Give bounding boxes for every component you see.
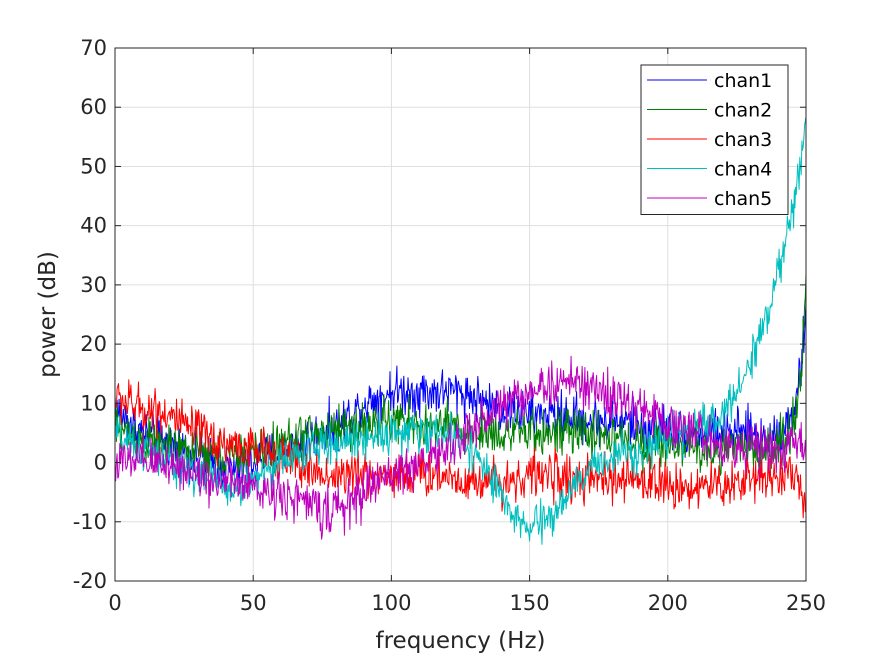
x-tick-label: 250 bbox=[786, 591, 826, 615]
y-tick-label: 10 bbox=[80, 391, 107, 415]
y-tick-label: 20 bbox=[80, 332, 107, 356]
y-tick-label: 50 bbox=[80, 154, 107, 178]
legend-label-chan5: chan5 bbox=[714, 188, 772, 210]
legend-label-chan2: chan2 bbox=[714, 100, 772, 122]
x-tick-label: 50 bbox=[240, 591, 267, 615]
series-line-chan5 bbox=[114, 355, 807, 540]
y-tick-label: -10 bbox=[73, 510, 107, 534]
x-axis-label: frequency (Hz) bbox=[376, 628, 546, 654]
y-axis-label: power (dB) bbox=[35, 251, 61, 378]
y-axis: -20 -10 0 10 20 30 40 50 60 70 bbox=[73, 36, 806, 593]
y-tick-label: 60 bbox=[80, 95, 107, 119]
legend: chan1 chan2 chan3 chan4 chan5 bbox=[640, 64, 789, 215]
x-tick-label: 200 bbox=[648, 591, 688, 615]
y-tick-label: -20 bbox=[73, 569, 107, 593]
x-tick-label: 100 bbox=[371, 591, 411, 615]
legend-label-chan3: chan3 bbox=[714, 129, 772, 151]
y-tick-label: 0 bbox=[94, 451, 107, 475]
y-tick-label: 40 bbox=[80, 214, 107, 238]
y-tick-label: 30 bbox=[80, 273, 107, 297]
legend-label-chan1: chan1 bbox=[714, 70, 772, 92]
series-line-chan3 bbox=[114, 379, 807, 519]
x-tick-label: 0 bbox=[108, 591, 121, 615]
legend-box bbox=[640, 64, 789, 215]
x-tick-label: 150 bbox=[510, 591, 550, 615]
y-tick-label: 70 bbox=[80, 36, 107, 60]
series-layer bbox=[114, 116, 807, 545]
series-line-chan2 bbox=[114, 273, 807, 480]
legend-label-chan4: chan4 bbox=[714, 159, 772, 181]
plot-frame bbox=[114, 47, 807, 582]
x-axis: 0 50 100 150 200 250 bbox=[108, 48, 826, 615]
